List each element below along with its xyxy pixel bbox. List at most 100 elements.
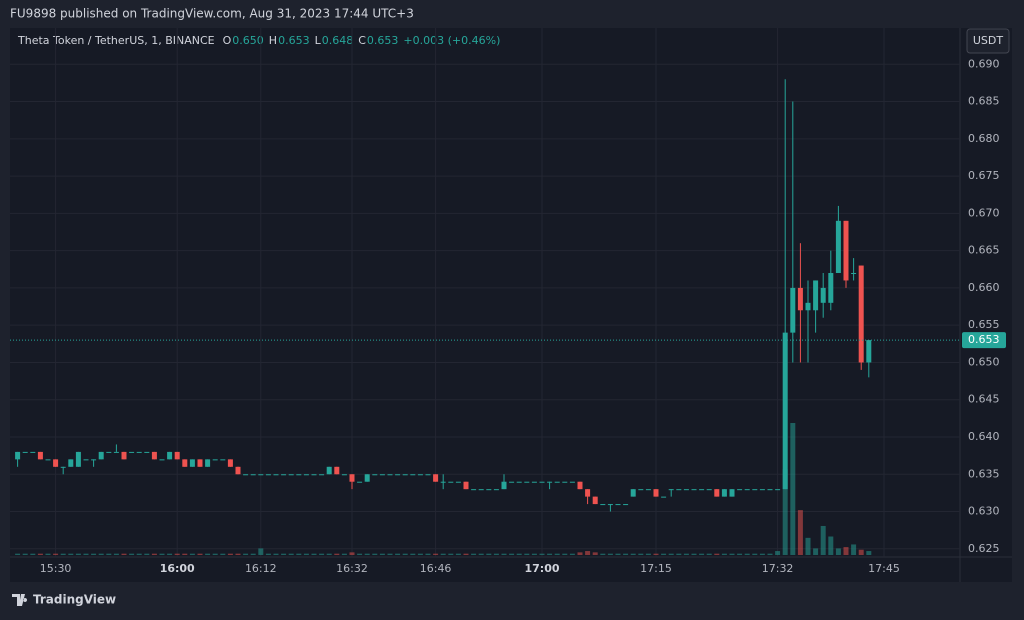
volume-bar [706,553,712,555]
candle-body [83,459,89,461]
candle-body [303,474,309,476]
x-tick-label: 16:46 [420,562,452,575]
candle-body [372,474,378,476]
volume-bar [509,553,515,555]
legend: Theta Token / TetherUS, 1, BINANCE O 0.650… [17,34,500,47]
legend-c-label: C [358,34,366,47]
y-tick-label: 0.645 [968,393,1000,406]
volume-bar [835,548,841,555]
volume-bar [182,553,188,555]
volume-bar [45,553,51,555]
y-tick-label: 0.650 [968,355,1000,368]
volume-bar [782,469,788,555]
x-tick-label: 17:15 [640,562,672,575]
volume-bar [569,553,575,555]
candle-body [189,459,195,467]
volume-bar [630,553,636,555]
candle-body [402,474,408,476]
volume-bar [425,553,431,555]
candle-body [167,451,173,460]
volume-bar [129,553,135,555]
volume-bar [250,553,256,555]
candle-body [341,474,347,476]
volume-bar [539,553,545,555]
candle-body [417,474,423,476]
candle-body [326,466,332,475]
volume-bar [205,553,211,555]
currency-button[interactable] [966,28,1010,54]
footer-brand: TradingView [33,593,116,607]
volume-bar [387,553,393,555]
candle-body [759,489,765,491]
candle-body [501,481,507,490]
candle-body [349,474,355,482]
candle-body [455,481,461,483]
volume-bar [577,552,583,555]
y-tick-label: 0.685 [968,95,1000,108]
candle-body [699,489,705,491]
candle-body [547,481,553,483]
volume-bar [30,553,36,555]
volume-bar [440,553,446,555]
volume-bar [288,553,294,555]
candle-body [463,481,469,490]
candle-body [129,451,135,453]
candle-body [227,459,233,467]
candle-body [645,489,651,491]
volume-bar [501,553,507,555]
candle-body [653,489,659,497]
volume-bar [531,553,537,555]
volume-bar [805,537,811,555]
candle-body [197,459,203,467]
candle-body [585,489,591,497]
candle-body [37,451,43,460]
volume-bar [417,553,423,555]
volume-bar [372,553,378,555]
candle-body [729,489,735,497]
volume-bar [106,553,112,555]
volume-bar [562,553,568,555]
volume-bar [585,551,591,555]
volume-bar [144,553,150,555]
candle-body [820,287,826,303]
candle-body [250,474,256,476]
candle-body [615,504,621,506]
volume-bar [486,553,492,555]
volume-bar [463,553,469,555]
volume-bar [767,553,773,555]
volume-bar [851,544,857,555]
x-tick-label: 16:12 [245,562,277,575]
legend-o-label: O [223,34,232,47]
y-tick-label: 0.675 [968,169,1000,182]
y-tick-label: 0.690 [968,57,1000,70]
candle-body [676,489,682,491]
volume-bar [676,553,682,555]
candle-body [212,459,218,461]
volume-bar [699,553,705,555]
candle-body [113,451,119,453]
volume-bar [668,553,674,555]
currency[interactable]: USDT [973,34,1004,47]
volume-bar [167,553,173,555]
candle-body [531,481,537,483]
candle-body [516,481,522,483]
candle-body [151,451,157,460]
candle-body [835,220,841,274]
volume-bar [554,553,560,555]
volume-bar [638,553,644,555]
volume-bar [524,553,530,555]
candle-body [364,474,370,482]
volume-bar [683,553,689,555]
candle-body [813,280,819,311]
volume-bar [296,553,302,555]
volume-bar [22,553,28,555]
candle-body [144,451,150,453]
volume-bar [395,553,401,555]
candle-body [15,451,21,460]
candle-body [805,302,811,311]
candle-body [288,474,294,476]
candle-body [387,474,393,476]
candle-body [661,496,667,498]
volume-bar [402,553,408,555]
